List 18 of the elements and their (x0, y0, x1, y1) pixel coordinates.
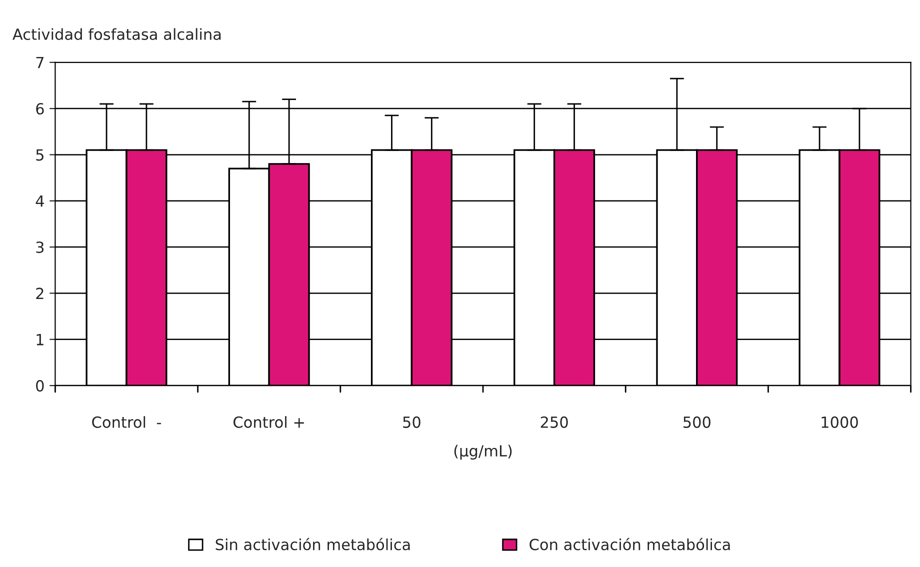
y-tick-label: 4 (36, 196, 44, 207)
x-tick-label: 1000 (822, 416, 858, 428)
y-tick-label: 3 (36, 242, 44, 254)
y-tick-label: 7 (36, 57, 44, 68)
x-tick-label: Control + (234, 416, 304, 428)
legend-label: Sin activación metabólica (216, 538, 410, 550)
x-tick-label: 50 (403, 416, 420, 428)
x-tick-label: 250 (540, 416, 568, 428)
x-axis-title: (µg/mL) (454, 444, 512, 460)
y-tick-label: 0 (36, 380, 44, 392)
x-tick-label: Control - (92, 416, 161, 428)
x-tick-label: 500 (684, 416, 710, 428)
y-tick-label: 2 (36, 288, 44, 300)
legend-label: Con activación metabólica (530, 538, 730, 550)
y-tick-label: 5 (36, 149, 44, 161)
y-tick-label: 6 (36, 103, 44, 115)
y-tick-label: 1 (36, 334, 44, 346)
y-axis-title: Actividad fosfatasa alcalina (12, 28, 221, 40)
